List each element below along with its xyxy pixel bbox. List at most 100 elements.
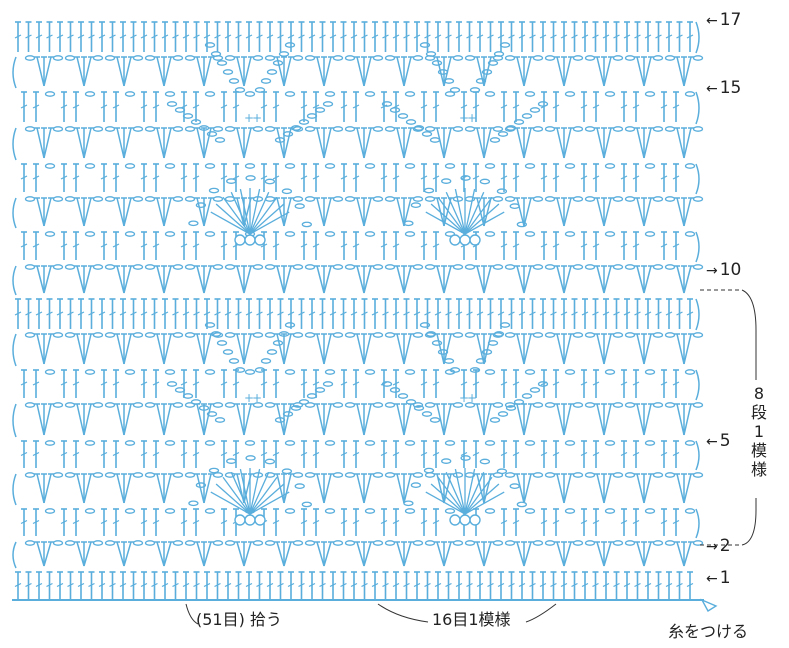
- shell-stitch: [243, 127, 252, 159]
- sc-symbol: +: [244, 111, 254, 125]
- chain-stitch: [264, 540, 276, 546]
- chain-stitch: [544, 196, 556, 202]
- chain-stitch: [492, 540, 504, 546]
- chain-stitch: [284, 231, 296, 237]
- dc-cross-bar: [540, 519, 548, 525]
- puff-stitch: [244, 234, 256, 246]
- dc-cross-bar: [350, 311, 358, 316]
- dc-cross-bar: [434, 34, 442, 39]
- shell-stitch: [363, 403, 372, 436]
- shell-stitch: [283, 127, 292, 159]
- fan-arc-chain: [423, 467, 435, 474]
- top-arc-chain: [487, 340, 499, 346]
- repeat-rows-label: 8 段 1 模 様: [750, 384, 767, 479]
- dc-cross-bar: [432, 381, 440, 386]
- shell-stitch: [556, 197, 565, 227]
- chain-stitch: [104, 540, 116, 546]
- chain-stitch: [584, 472, 596, 478]
- chain-stitch: [424, 472, 436, 478]
- dc-cross-bar: [182, 311, 190, 316]
- dc-cross-bar: [580, 243, 588, 248]
- dc-cross-bar: [300, 175, 308, 180]
- dc-cross-bar: [25, 582, 32, 588]
- dc-cross-bar: [20, 519, 28, 525]
- shell-stitch: [123, 473, 132, 504]
- dc-cross-bar: [100, 175, 108, 180]
- chain-stitch: [664, 540, 676, 546]
- dc-cross-bar: [60, 243, 68, 248]
- arm-chain: [489, 417, 501, 423]
- chain-stitch: [692, 196, 704, 202]
- shell-stitch: [163, 473, 172, 504]
- dc-cross-bar: [260, 451, 268, 457]
- dc-cross-bar: [632, 243, 640, 248]
- chain-stitch: [52, 402, 64, 408]
- chain-stitch: [372, 472, 384, 478]
- shell-stitch: [683, 197, 692, 227]
- dc-cross-bar: [319, 34, 326, 39]
- shell-stitch: [563, 197, 572, 227]
- shell-stitch: [243, 403, 252, 436]
- shell-stitch: [596, 197, 605, 227]
- dc-cross-bar: [352, 519, 360, 525]
- fan-arc-chain: [441, 178, 452, 184]
- dc-cross-bar: [300, 451, 308, 457]
- chain-stitch: [364, 91, 376, 97]
- dc-cross-bar: [592, 34, 599, 39]
- shell-stitch: [203, 473, 212, 504]
- chain-stitch: [24, 540, 36, 546]
- dc-cross-bar: [298, 34, 305, 39]
- dc-cross-bar: [571, 311, 578, 316]
- dc-cross-bar: [112, 381, 120, 386]
- chain-stitch: [124, 508, 136, 514]
- chain-stitch: [404, 369, 416, 375]
- dc-cross-bar: [260, 175, 268, 180]
- chain-stitch: [624, 196, 636, 202]
- dc-cross-bar: [672, 104, 680, 109]
- dc-cross-bar: [235, 582, 242, 588]
- chain-stitch: [92, 126, 104, 132]
- shell-stitch: [276, 265, 285, 294]
- chain-stitch: [84, 508, 96, 514]
- chain-stitch: [612, 402, 624, 408]
- dc-cross-bar: [581, 582, 589, 588]
- puff-stitch: [449, 514, 461, 526]
- shell-stitch: [356, 197, 365, 227]
- chain-stitch: [324, 508, 336, 514]
- chain-stitch: [64, 332, 76, 338]
- shell-stitch: [163, 265, 172, 294]
- shell-stitch: [36, 403, 45, 436]
- dc-cross-bar: [672, 451, 680, 457]
- chain-stitch: [172, 126, 184, 132]
- shell-stitch: [363, 265, 372, 294]
- dc-cross-bar: [14, 311, 22, 316]
- stitch-grid: [12, 21, 718, 612]
- shell-stitch: [163, 333, 172, 365]
- top-arc-chain: [437, 349, 449, 355]
- shell-stitch: [476, 127, 485, 159]
- fan-ray: [437, 476, 466, 515]
- top-arc-chain: [493, 51, 505, 57]
- arm-chain: [290, 125, 302, 131]
- repeat-bracket-left: [377, 603, 429, 623]
- chain-stitch: [372, 540, 384, 546]
- shell-stitch: [243, 56, 252, 87]
- dc-cross-bar: [620, 104, 628, 109]
- dc-cross-bar: [472, 381, 480, 386]
- dc-cross-bar: [130, 582, 137, 588]
- shell-stitch: [76, 333, 85, 365]
- shell-stitch: [403, 473, 412, 504]
- dc-cross-bar: [298, 582, 305, 588]
- shell-stitch: [436, 56, 445, 87]
- top-arc-chain: [425, 51, 437, 57]
- dc-cross-bar: [403, 582, 410, 588]
- dc-cross-bar: [644, 311, 652, 316]
- dc-cross-bar: [660, 451, 668, 457]
- fan-arc-chain: [496, 188, 508, 195]
- dc-cross-bar: [540, 175, 548, 180]
- dc-cross-bar: [512, 104, 520, 109]
- dc-cross-bar: [352, 381, 360, 386]
- chain-stitch: [532, 332, 544, 338]
- dc-cross-bar: [20, 104, 28, 109]
- chain-stitch: [452, 472, 464, 478]
